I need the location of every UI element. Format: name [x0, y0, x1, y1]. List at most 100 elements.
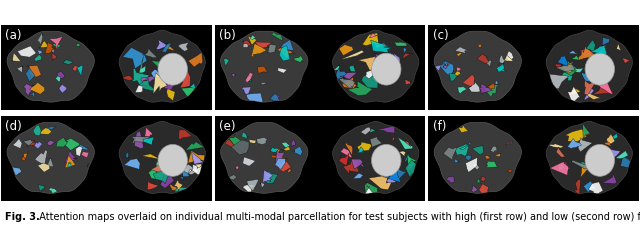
Polygon shape [446, 177, 454, 183]
Polygon shape [485, 155, 490, 160]
Polygon shape [179, 130, 192, 140]
Polygon shape [246, 76, 253, 82]
Polygon shape [362, 34, 379, 50]
Polygon shape [370, 137, 382, 148]
Polygon shape [579, 49, 593, 59]
Polygon shape [65, 155, 76, 168]
Text: (c): (c) [433, 29, 448, 42]
Polygon shape [260, 182, 264, 188]
Polygon shape [405, 141, 411, 147]
Polygon shape [376, 126, 395, 133]
Polygon shape [548, 144, 564, 148]
Polygon shape [271, 154, 288, 159]
Polygon shape [241, 88, 251, 95]
Polygon shape [249, 140, 259, 145]
Polygon shape [546, 31, 632, 103]
Polygon shape [334, 68, 346, 80]
Polygon shape [38, 163, 50, 173]
Polygon shape [243, 44, 248, 49]
Polygon shape [268, 45, 276, 54]
Polygon shape [282, 143, 291, 148]
Ellipse shape [585, 145, 614, 177]
Polygon shape [132, 132, 143, 149]
Polygon shape [34, 142, 42, 149]
Polygon shape [568, 139, 582, 149]
Polygon shape [490, 147, 497, 153]
Polygon shape [12, 54, 20, 62]
Polygon shape [458, 87, 467, 94]
Polygon shape [376, 44, 387, 49]
Polygon shape [578, 138, 593, 152]
Polygon shape [151, 61, 164, 72]
Polygon shape [333, 31, 419, 103]
Polygon shape [604, 139, 613, 146]
Polygon shape [454, 71, 461, 77]
Polygon shape [485, 161, 498, 168]
Polygon shape [187, 84, 196, 89]
Polygon shape [564, 61, 579, 76]
Polygon shape [55, 76, 60, 82]
Polygon shape [472, 163, 479, 170]
Text: (f): (f) [433, 119, 446, 132]
Polygon shape [361, 127, 371, 135]
Polygon shape [64, 139, 81, 151]
Polygon shape [434, 32, 522, 103]
Polygon shape [24, 84, 35, 97]
Polygon shape [272, 33, 282, 42]
Polygon shape [180, 166, 189, 180]
Polygon shape [65, 151, 77, 163]
Polygon shape [479, 184, 489, 197]
Polygon shape [188, 53, 203, 68]
Polygon shape [143, 49, 157, 59]
Polygon shape [160, 170, 175, 188]
Polygon shape [570, 160, 593, 169]
Text: (e): (e) [219, 119, 236, 132]
Polygon shape [576, 162, 586, 169]
Polygon shape [264, 177, 271, 182]
Polygon shape [455, 144, 469, 157]
Polygon shape [579, 47, 596, 61]
Polygon shape [123, 48, 147, 69]
Polygon shape [257, 67, 268, 74]
Polygon shape [339, 79, 355, 90]
Polygon shape [371, 41, 392, 53]
Polygon shape [59, 85, 67, 94]
Polygon shape [557, 163, 571, 171]
Polygon shape [365, 71, 374, 79]
Polygon shape [342, 78, 356, 90]
Polygon shape [161, 43, 172, 53]
Polygon shape [26, 68, 35, 82]
Polygon shape [435, 66, 441, 72]
Polygon shape [358, 57, 381, 71]
Polygon shape [369, 34, 377, 39]
Polygon shape [284, 146, 290, 151]
Polygon shape [38, 51, 42, 55]
Polygon shape [449, 74, 458, 82]
Polygon shape [277, 69, 287, 74]
Polygon shape [119, 31, 205, 103]
Polygon shape [586, 93, 601, 100]
Polygon shape [586, 41, 595, 55]
Polygon shape [248, 37, 257, 46]
Polygon shape [456, 53, 462, 58]
Polygon shape [365, 182, 378, 198]
Polygon shape [47, 141, 54, 146]
Polygon shape [231, 140, 249, 155]
Polygon shape [357, 147, 365, 153]
Polygon shape [362, 73, 378, 89]
Polygon shape [148, 164, 166, 180]
Polygon shape [278, 160, 291, 172]
Polygon shape [403, 48, 406, 55]
Polygon shape [38, 185, 45, 192]
Polygon shape [53, 45, 61, 50]
Text: (b): (b) [219, 29, 236, 42]
Polygon shape [247, 179, 259, 191]
Polygon shape [174, 187, 192, 192]
Polygon shape [265, 171, 278, 184]
Polygon shape [404, 80, 412, 86]
Polygon shape [21, 156, 26, 161]
Polygon shape [399, 151, 406, 157]
Polygon shape [565, 129, 586, 142]
Polygon shape [606, 149, 621, 158]
Polygon shape [621, 157, 632, 168]
